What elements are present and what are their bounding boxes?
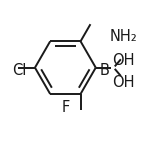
Text: OH: OH bbox=[112, 53, 134, 68]
Text: F: F bbox=[62, 100, 70, 115]
Text: B: B bbox=[99, 63, 109, 78]
Text: NH₂: NH₂ bbox=[109, 29, 137, 44]
Text: Cl: Cl bbox=[12, 63, 27, 78]
Text: OH: OH bbox=[112, 75, 134, 90]
